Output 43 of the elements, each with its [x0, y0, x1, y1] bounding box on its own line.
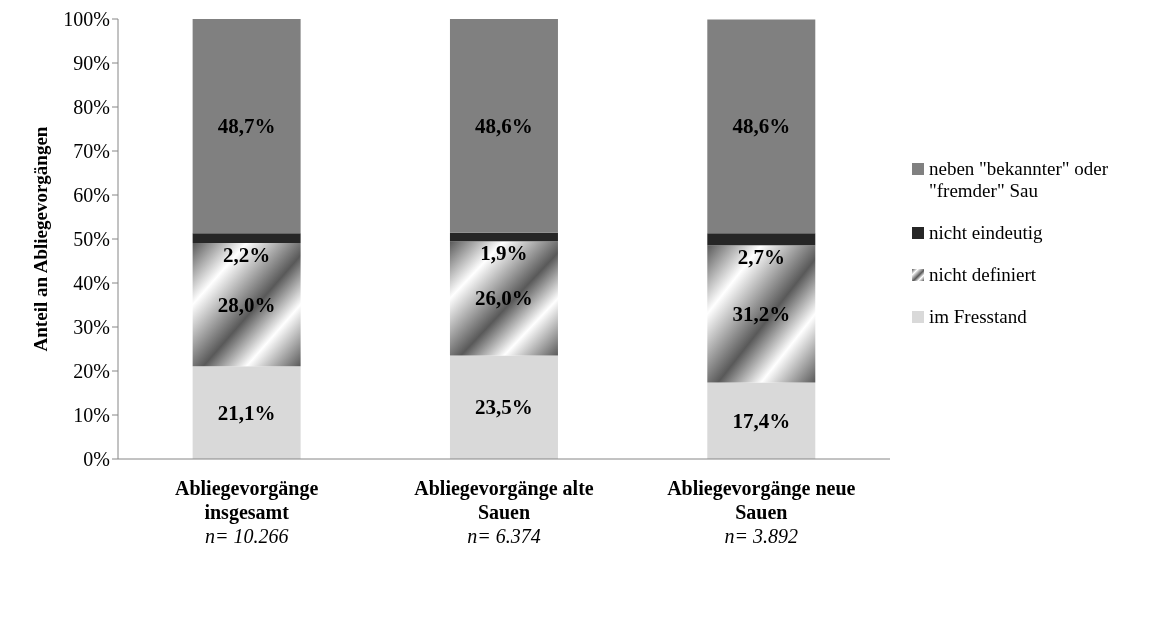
bar	[707, 233, 816, 246]
data-label: 2,2%	[223, 242, 271, 267]
data-label: 21,1%	[217, 400, 276, 425]
bar	[449, 19, 558, 233]
x-tick-label: Abliegevorgänge insgesamt n= 10.266	[175, 477, 319, 547]
data-label: 2,7%	[737, 245, 785, 270]
bar	[449, 355, 558, 459]
legend-label: nicht eindeutig	[929, 222, 1043, 244]
data-label: 48,6%	[475, 113, 533, 138]
data-label: 1,9%	[480, 241, 528, 266]
bar	[449, 232, 558, 242]
bar	[707, 19, 816, 234]
y-tick-label: 90%	[73, 52, 110, 75]
y-tick-label: 30%	[73, 316, 110, 339]
y-axis-title: Anteil an Abliegevorgängen	[29, 126, 51, 352]
data-label: 48,7%	[217, 114, 276, 139]
data-label: 17,4%	[732, 408, 791, 433]
y-tick-label: 80%	[73, 96, 110, 119]
y-tick-label: 50%	[73, 228, 110, 251]
bar	[707, 382, 816, 459]
x-tick-label: Abliegevorgänge alte Sauen n= 6.374	[414, 477, 594, 547]
bar	[192, 233, 301, 243]
x-tick-label: Abliegevorgänge neue Sauen n= 3.892	[667, 477, 856, 547]
data-label: 23,5%	[475, 395, 533, 420]
y-tick-label: 100%	[63, 8, 110, 31]
legend-label: nicht definiert	[929, 264, 1037, 286]
bar	[449, 241, 558, 356]
bar	[192, 242, 301, 367]
data-label: 31,2%	[732, 301, 791, 326]
bar	[192, 366, 301, 459]
y-tick-label: 70%	[73, 140, 110, 163]
bar	[192, 19, 301, 234]
legend-label: im Fresstand	[929, 306, 1027, 328]
y-tick-label: 60%	[73, 184, 110, 207]
data-label: 28,0%	[217, 292, 276, 317]
y-tick-label: 0%	[83, 448, 110, 471]
bar	[707, 245, 816, 383]
legend-label: neben "bekannter" oder "fremder" Sau	[929, 158, 1110, 202]
data-label: 26,0%	[475, 286, 533, 311]
y-tick-label: 10%	[73, 404, 110, 427]
y-tick-label: 20%	[73, 360, 110, 383]
data-label: 48,6%	[732, 114, 791, 139]
y-tick-label: 40%	[73, 272, 110, 295]
